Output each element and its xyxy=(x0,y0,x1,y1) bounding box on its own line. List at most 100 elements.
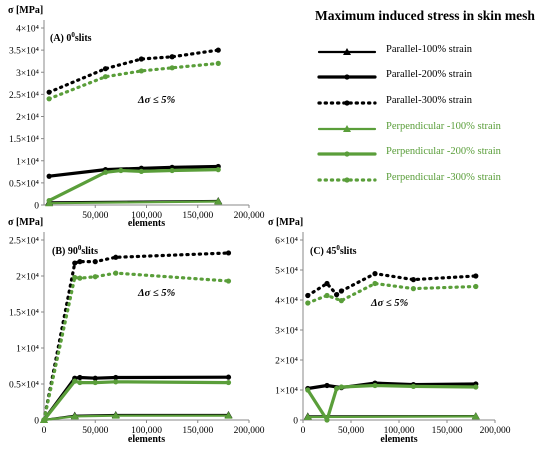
legend-item-parallel-100: Parallel-100% strain xyxy=(309,42,547,62)
data-point xyxy=(169,54,175,60)
y-tick-label: 6×10⁴ xyxy=(275,237,299,247)
y-tick-label: 1×10⁴ xyxy=(275,387,299,397)
data-point xyxy=(215,47,221,53)
legend-label: Parallel-100% strain xyxy=(386,44,473,55)
data-point xyxy=(372,280,378,287)
delta-sigma-annotation: Δσ ≤ 5% xyxy=(137,288,176,299)
data-point xyxy=(118,167,124,174)
data-point xyxy=(410,277,416,283)
data-point xyxy=(111,411,120,419)
y-tick-label: 0.5×10⁴ xyxy=(9,179,40,189)
data-point xyxy=(77,259,83,265)
delta-sigma-annotation: Δσ ≤ 5% xyxy=(370,298,409,309)
x-tick-label: 0 xyxy=(42,426,47,436)
legend-item-perpendicular-100: Perpendicular -100% strain xyxy=(309,119,547,139)
series-line xyxy=(47,168,220,203)
data-point xyxy=(338,384,344,390)
y-tick-label: 2.5×10⁴ xyxy=(9,237,40,247)
y-tick-label: 5×10⁴ xyxy=(275,267,299,277)
data-point xyxy=(46,89,52,95)
legend-swatch-marker xyxy=(344,177,350,183)
chart-panel-3: 0 1×10⁴ 2×10⁴ 3×10⁴ 4×10⁴ 5×10⁴ 6×10⁴ 0 50,000 10… xyxy=(268,217,511,445)
data-point xyxy=(72,260,78,266)
data-point xyxy=(324,292,330,299)
data-point xyxy=(113,254,119,260)
legend-item-parallel-200: Parallel-200% strain xyxy=(309,67,547,87)
chart-legend: Maximum induced stress in skin mesh Para… xyxy=(309,8,547,198)
y-axis-title: σ [MPa] xyxy=(8,217,43,228)
x-tick-label: 150,000 xyxy=(182,211,213,221)
chart-panel-2: 0 0.5×10⁴ 1×10⁴ 1.5×10⁴ 2×10⁴ 2.5×10⁴ 0 50,000 1… xyxy=(8,217,265,445)
data-point xyxy=(92,274,98,280)
data-point xyxy=(138,56,144,62)
data-point xyxy=(77,275,83,281)
y-tick-label: 2.5×10⁴ xyxy=(9,91,40,101)
legend-label: Perpendicular -100% strain xyxy=(386,121,501,132)
x-tick-label: 150,000 xyxy=(432,426,463,436)
x-tick-label: 200,000 xyxy=(234,211,265,221)
x-tick-label: 100,000 xyxy=(131,426,162,436)
series-line xyxy=(47,61,220,101)
x-tick-label: 0 xyxy=(301,426,306,436)
y-tick-label: 1×10⁴ xyxy=(16,157,40,167)
legend-swatch-marker xyxy=(343,48,351,55)
data-point xyxy=(138,68,144,74)
y-tick-label: 0 xyxy=(34,202,39,212)
legend-swatch-marker xyxy=(344,74,350,80)
series-line xyxy=(42,271,231,422)
y-tick-label: 1×10⁴ xyxy=(16,345,40,355)
y-tick-label: 2×10⁴ xyxy=(275,357,299,367)
legend-swatch-marker xyxy=(344,151,350,157)
x-tick-label: 150,000 xyxy=(182,426,213,436)
series-line xyxy=(42,379,231,422)
data-point xyxy=(225,379,232,386)
data-point xyxy=(225,250,232,256)
legend-swatch-marker xyxy=(343,125,351,132)
data-point xyxy=(224,411,233,419)
data-point xyxy=(324,417,330,423)
x-axis-title: elements xyxy=(128,434,165,445)
data-point xyxy=(334,385,340,392)
data-point xyxy=(225,278,232,284)
series-line xyxy=(47,200,220,205)
y-axis-title: σ [MPa] xyxy=(8,5,43,16)
data-point xyxy=(214,197,223,205)
legend-swatch xyxy=(317,74,377,80)
chart-panel-1: 0 0.5×10⁴ 1×10⁴ 1.5×10⁴ 2×10⁴ 2.5×10⁴ 3×10⁴ 3.5… xyxy=(8,5,265,229)
x-tick-label: 50,000 xyxy=(82,211,108,221)
y-tick-label: 4×10⁴ xyxy=(16,25,40,35)
data-point xyxy=(113,379,119,385)
legend-item-perpendicular-300: Perpendicular -300% strain xyxy=(309,170,547,190)
data-point xyxy=(473,283,479,290)
series-line xyxy=(306,415,477,419)
data-point xyxy=(473,384,479,390)
data-point xyxy=(77,379,83,386)
legend-title: Maximum induced stress in skin mesh xyxy=(315,8,535,23)
panel-label: (B) 900slits xyxy=(52,244,98,257)
data-point xyxy=(169,65,175,71)
data-point xyxy=(113,374,119,381)
x-tick-label: 200,000 xyxy=(480,426,511,436)
legend-swatch xyxy=(317,100,377,106)
data-point xyxy=(46,96,52,102)
x-tick-label: 100,000 xyxy=(131,211,162,221)
data-point xyxy=(70,412,79,420)
data-point xyxy=(305,300,311,306)
data-point xyxy=(372,271,378,277)
x-axis-title: elements xyxy=(128,218,165,229)
legend-label: Parallel-300% strain xyxy=(386,95,473,106)
data-point xyxy=(410,383,416,389)
y-tick-label: 3.5×10⁴ xyxy=(9,47,40,57)
data-point xyxy=(338,288,344,294)
series-line xyxy=(42,414,230,422)
data-point xyxy=(72,274,78,281)
data-point xyxy=(215,60,221,66)
data-point xyxy=(92,375,98,381)
series-line xyxy=(306,272,478,298)
x-axis-title: elements xyxy=(380,434,417,445)
y-axis-title: σ [MPa] xyxy=(268,217,303,228)
data-point xyxy=(473,273,479,279)
y-tick-label: 4×10⁴ xyxy=(275,297,299,307)
legend-swatch xyxy=(317,151,377,157)
